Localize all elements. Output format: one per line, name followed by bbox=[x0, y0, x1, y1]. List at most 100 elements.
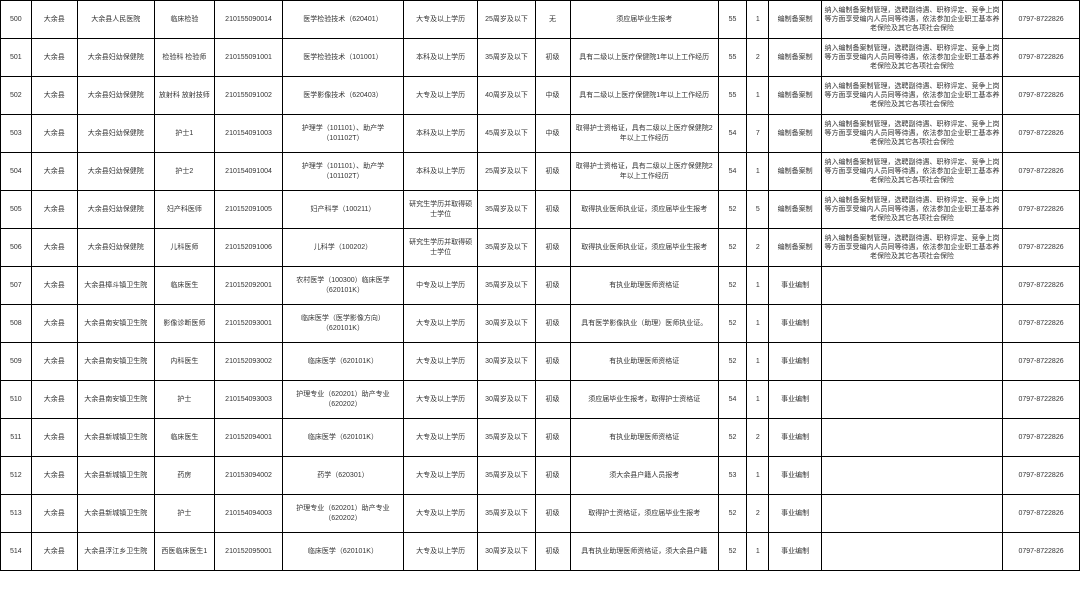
unit-cell: 大余县浮江乡卫生院 bbox=[77, 533, 154, 571]
unit-cell: 大余县新城镇卫生院 bbox=[77, 419, 154, 457]
idx-cell: 503 bbox=[1, 115, 32, 153]
num1-cell: 52 bbox=[718, 267, 747, 305]
code-cell: 210155090014 bbox=[215, 1, 283, 39]
type-cell: 编制备案制 bbox=[769, 191, 822, 229]
age-cell: 30周岁及以下 bbox=[478, 305, 535, 343]
post-cell: 护士2 bbox=[154, 153, 214, 191]
note-cell: 纳入编制备案制管理，选聘副待遇、职称评定、竞争上岗等方面享受编内人员同等待遇，依… bbox=[821, 153, 1002, 191]
num2-cell: 1 bbox=[747, 381, 769, 419]
major-cell: 临床医学（620101K） bbox=[283, 419, 404, 457]
edu-cell: 研究生学历并取得硕士学位 bbox=[403, 191, 478, 229]
idx-cell: 502 bbox=[1, 77, 32, 115]
level-cell: 初级 bbox=[535, 495, 570, 533]
age-cell: 35周岁及以下 bbox=[478, 457, 535, 495]
num2-cell: 5 bbox=[747, 191, 769, 229]
edu-cell: 大专及以上学历 bbox=[403, 419, 478, 457]
idx-cell: 514 bbox=[1, 533, 32, 571]
code-cell: 210152091005 bbox=[215, 191, 283, 229]
level-cell: 初级 bbox=[535, 153, 570, 191]
idx-cell: 509 bbox=[1, 343, 32, 381]
edu-cell: 大专及以上学历 bbox=[403, 457, 478, 495]
phone-cell: 0797-8722826 bbox=[1003, 1, 1080, 39]
phone-cell: 0797-8722826 bbox=[1003, 381, 1080, 419]
major-cell: 临床医学（医学影像方向）（620101K） bbox=[283, 305, 404, 343]
req-cell: 取得执业医师执业证，须应届毕业生报考 bbox=[570, 191, 718, 229]
area-cell: 大余县 bbox=[31, 495, 77, 533]
age-cell: 25周岁及以下 bbox=[478, 153, 535, 191]
note-cell bbox=[821, 419, 1002, 457]
phone-cell: 0797-8722826 bbox=[1003, 191, 1080, 229]
idx-cell: 511 bbox=[1, 419, 32, 457]
edu-cell: 中专及以上学历 bbox=[403, 267, 478, 305]
note-cell bbox=[821, 457, 1002, 495]
table-row: 511大余县大余县新城镇卫生院临床医生210152094001临床医学（6201… bbox=[1, 419, 1080, 457]
table-row: 514大余县大余县浮江乡卫生院西医临床医生1210152095001临床医学（6… bbox=[1, 533, 1080, 571]
unit-cell: 大余县南安镇卫生院 bbox=[77, 343, 154, 381]
level-cell: 无 bbox=[535, 1, 570, 39]
num1-cell: 54 bbox=[718, 153, 747, 191]
major-cell: 药学（620301） bbox=[283, 457, 404, 495]
type-cell: 事业编制 bbox=[769, 381, 822, 419]
code-cell: 210154091004 bbox=[215, 153, 283, 191]
num1-cell: 52 bbox=[718, 533, 747, 571]
area-cell: 大余县 bbox=[31, 533, 77, 571]
type-cell: 事业编制 bbox=[769, 305, 822, 343]
unit-cell: 大余县新城镇卫生院 bbox=[77, 457, 154, 495]
phone-cell: 0797-8722826 bbox=[1003, 39, 1080, 77]
num1-cell: 52 bbox=[718, 191, 747, 229]
idx-cell: 507 bbox=[1, 267, 32, 305]
req-cell: 须大余县户籍人员报考 bbox=[570, 457, 718, 495]
note-cell bbox=[821, 343, 1002, 381]
req-cell: 具有执业助理医师资格证，须大余县户籍 bbox=[570, 533, 718, 571]
code-cell: 210152091006 bbox=[215, 229, 283, 267]
note-cell: 纳入编制备案制管理，选聘副待遇、职称评定、竞争上岗等方面享受编内人员同等待遇，依… bbox=[821, 115, 1002, 153]
edu-cell: 研究生学历并取得硕士学位 bbox=[403, 229, 478, 267]
code-cell: 210155091001 bbox=[215, 39, 283, 77]
edu-cell: 大专及以上学历 bbox=[403, 77, 478, 115]
num2-cell: 1 bbox=[747, 533, 769, 571]
unit-cell: 大余县妇幼保健院 bbox=[77, 77, 154, 115]
note-cell bbox=[821, 381, 1002, 419]
edu-cell: 本科及以上学历 bbox=[403, 39, 478, 77]
phone-cell: 0797-8722826 bbox=[1003, 419, 1080, 457]
num1-cell: 53 bbox=[718, 457, 747, 495]
level-cell: 初级 bbox=[535, 381, 570, 419]
edu-cell: 大专及以上学历 bbox=[403, 381, 478, 419]
age-cell: 30周岁及以下 bbox=[478, 533, 535, 571]
num1-cell: 54 bbox=[718, 381, 747, 419]
phone-cell: 0797-8722826 bbox=[1003, 153, 1080, 191]
req-cell: 取得护士资格证，具有二级以上医疗保健院2年以上工作经历 bbox=[570, 115, 718, 153]
num1-cell: 55 bbox=[718, 1, 747, 39]
post-cell: 检验科 检验师 bbox=[154, 39, 214, 77]
code-cell: 210153094002 bbox=[215, 457, 283, 495]
edu-cell: 本科及以上学历 bbox=[403, 115, 478, 153]
type-cell: 编制备案制 bbox=[769, 77, 822, 115]
num2-cell: 7 bbox=[747, 115, 769, 153]
age-cell: 35周岁及以下 bbox=[478, 191, 535, 229]
note-cell: 纳入编制备案制管理，选聘副待遇、职称评定、竞争上岗等方面享受编内人员同等待遇，依… bbox=[821, 191, 1002, 229]
area-cell: 大余县 bbox=[31, 191, 77, 229]
code-cell: 210154093003 bbox=[215, 381, 283, 419]
note-cell: 纳入编制备案制管理，选聘副待遇、职称评定、竞争上岗等方面享受编内人员同等待遇，依… bbox=[821, 1, 1002, 39]
level-cell: 初级 bbox=[535, 343, 570, 381]
area-cell: 大余县 bbox=[31, 115, 77, 153]
area-cell: 大余县 bbox=[31, 457, 77, 495]
table-row: 506大余县大余县妇幼保健院儿科医师210152091006儿科学（100202… bbox=[1, 229, 1080, 267]
req-cell: 须应届毕业生报考 bbox=[570, 1, 718, 39]
level-cell: 初级 bbox=[535, 229, 570, 267]
num2-cell: 1 bbox=[747, 1, 769, 39]
code-cell: 210152093002 bbox=[215, 343, 283, 381]
level-cell: 中级 bbox=[535, 115, 570, 153]
edu-cell: 本科及以上学历 bbox=[403, 153, 478, 191]
table-row: 502大余县大余县妇幼保健院放射科 放射技师210155091002医学影像技术… bbox=[1, 77, 1080, 115]
level-cell: 初级 bbox=[535, 39, 570, 77]
unit-cell: 大余县樟斗镇卫生院 bbox=[77, 267, 154, 305]
age-cell: 35周岁及以下 bbox=[478, 267, 535, 305]
post-cell: 药房 bbox=[154, 457, 214, 495]
req-cell: 有执业助理医师资格证 bbox=[570, 343, 718, 381]
major-cell: 护理学（101101）、助产学（101102T） bbox=[283, 115, 404, 153]
note-cell: 纳入编制备案制管理，选聘副待遇、职称评定、竞争上岗等方面享受编内人员同等待遇，依… bbox=[821, 229, 1002, 267]
post-cell: 西医临床医生1 bbox=[154, 533, 214, 571]
major-cell: 医学检验技术（101001） bbox=[283, 39, 404, 77]
code-cell: 210154094003 bbox=[215, 495, 283, 533]
